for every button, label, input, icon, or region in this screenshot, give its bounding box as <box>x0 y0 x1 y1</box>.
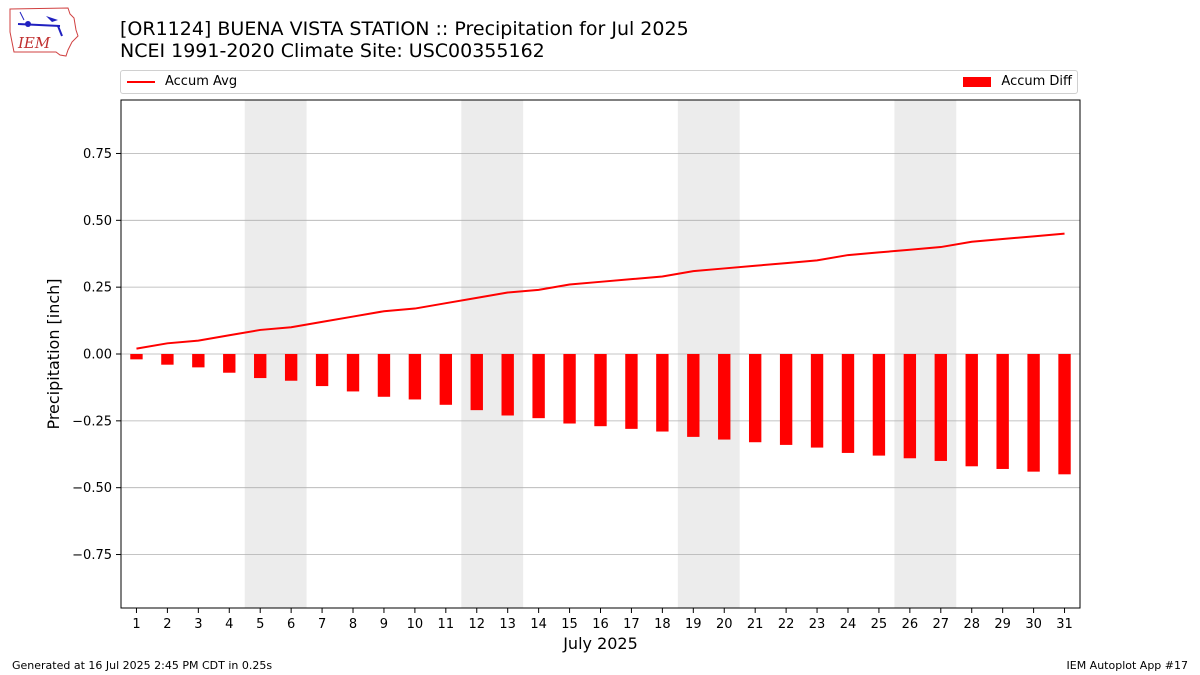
legend-label-accum-avg: Accum Avg <box>165 74 238 89</box>
chart-title: [OR1124] BUENA VISTA STATION :: Precipit… <box>120 18 689 40</box>
x-tick-label: 26 <box>902 617 919 632</box>
bar-accum-diff <box>687 354 700 437</box>
bar-accum-diff <box>841 354 855 453</box>
bar-accum-diff <box>439 354 453 405</box>
y-tick-label: −0.25 <box>72 414 112 429</box>
chart-subtitle: NCEI 1991-2020 Climate Site: USC00355162 <box>120 40 545 62</box>
logo-text: IEM <box>17 34 51 52</box>
x-tick-label: 31 <box>1056 617 1073 632</box>
x-tick-label: 7 <box>318 617 326 632</box>
x-tick-label: 12 <box>468 617 485 632</box>
x-tick-label: 9 <box>380 617 388 632</box>
x-tick-label: 22 <box>778 617 795 632</box>
x-tick-label: 19 <box>685 617 702 632</box>
bar-accum-diff <box>532 354 545 419</box>
x-tick-label: 6 <box>287 617 295 632</box>
x-tick-label: 3 <box>194 617 202 632</box>
bar-accum-diff <box>192 354 205 368</box>
bar-accum-diff <box>996 354 1009 469</box>
bar-accum-diff <box>408 354 422 400</box>
y-tick-label: −0.50 <box>72 481 112 496</box>
iem-logo: IEM <box>8 6 80 60</box>
legend-entry-accum-avg: Accum Avg <box>127 74 237 89</box>
legend-line-swatch <box>127 80 155 83</box>
y-tick-label: −0.75 <box>72 548 112 563</box>
bar-accum-diff <box>934 354 947 461</box>
x-tick-label: 18 <box>654 617 671 632</box>
bar-accum-diff <box>1058 354 1071 475</box>
x-tick-label: 21 <box>747 617 764 632</box>
bar-accum-diff <box>254 354 267 379</box>
x-tick-label: 28 <box>963 617 980 632</box>
x-tick-label: 8 <box>349 617 357 632</box>
bar-accum-diff <box>346 354 360 392</box>
y-tick-label: 0.75 <box>83 147 112 162</box>
x-tick-label: 1 <box>132 617 140 632</box>
x-tick-label: 16 <box>592 617 609 632</box>
x-tick-label: 27 <box>933 617 950 632</box>
legend-label-accum-diff: Accum Diff <box>1001 74 1072 89</box>
line-accum-avg <box>136 232 1065 350</box>
x-tick-label: 17 <box>623 617 640 632</box>
y-tick-label: 0.50 <box>83 214 112 229</box>
x-tick-label: 11 <box>438 617 455 632</box>
x-tick-label: 29 <box>994 617 1011 632</box>
generated-timestamp: Generated at 16 Jul 2025 2:45 PM CDT in … <box>12 659 273 672</box>
x-tick-label: 30 <box>1025 617 1042 632</box>
bar-accum-diff <box>563 354 576 424</box>
bar-accum-diff <box>377 354 391 397</box>
bar-accum-diff <box>130 354 143 360</box>
bar-accum-diff <box>718 354 731 440</box>
legend: Accum Avg Accum Diff <box>120 70 1078 94</box>
bar-accum-diff <box>625 354 638 429</box>
x-tick-label: 15 <box>561 617 578 632</box>
x-tick-label: 14 <box>530 617 547 632</box>
bar-accum-diff <box>1027 354 1040 472</box>
bar-accum-diff <box>656 354 669 432</box>
legend-entry-accum-diff: Accum Diff <box>963 74 1072 89</box>
x-axis-label: July 2025 <box>562 634 638 653</box>
bar-accum-diff <box>779 354 793 445</box>
bar-accum-diff <box>903 354 917 459</box>
x-tick-label: 2 <box>163 617 171 632</box>
x-tick-label: 24 <box>840 617 857 632</box>
bar-accum-diff <box>872 354 886 456</box>
y-tick-label: 0.25 <box>83 281 112 296</box>
x-tick-label: 5 <box>256 617 264 632</box>
bar-accum-diff <box>965 354 978 467</box>
x-tick-label: 23 <box>809 617 826 632</box>
app-credit: IEM Autoplot App #17 <box>1066 659 1189 672</box>
bar-accum-diff <box>315 354 329 387</box>
y-axis-label: Precipitation [inch] <box>44 278 63 429</box>
bar-accum-diff <box>810 354 824 448</box>
x-tick-label: 13 <box>499 617 516 632</box>
bar-accum-diff <box>594 354 607 427</box>
bar-accum-diff <box>748 354 762 443</box>
x-tick-label: 4 <box>225 617 233 632</box>
bar-accum-diff <box>501 354 514 416</box>
x-tick-label: 25 <box>871 617 888 632</box>
legend-bar-swatch <box>963 76 992 87</box>
bar-accum-diff <box>223 354 236 373</box>
y-tick-label: 0.00 <box>83 348 112 363</box>
bar-accum-diff <box>470 354 483 411</box>
bar-accum-diff <box>161 354 174 365</box>
x-tick-label: 10 <box>407 617 424 632</box>
bar-accum-diff <box>284 354 298 381</box>
x-tick-label: 20 <box>716 617 733 632</box>
